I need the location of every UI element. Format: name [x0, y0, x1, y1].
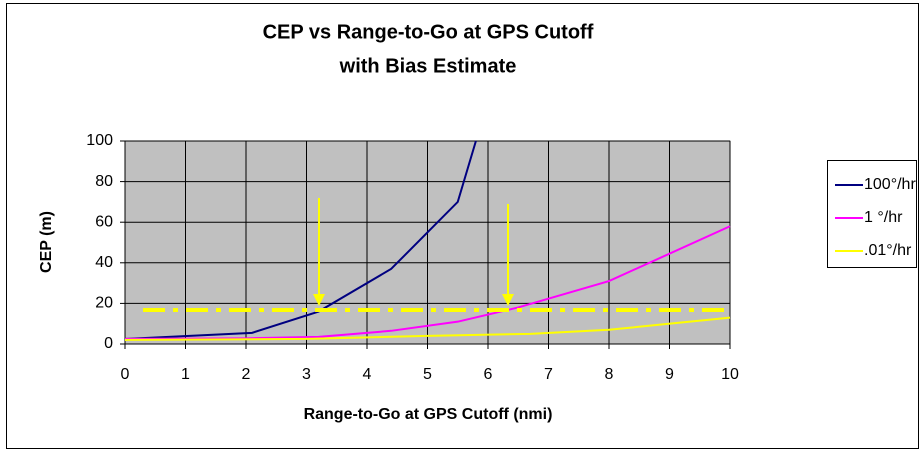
y-tick-label: 0	[104, 335, 113, 352]
x-tick-label: 1	[181, 366, 190, 383]
legend-label: 1 °/hr	[864, 209, 903, 226]
x-tick-label: 10	[721, 366, 739, 383]
y-tick-label: 40	[95, 254, 113, 271]
series-line	[124, 225, 731, 340]
series-line	[124, 140, 477, 340]
annotations	[143, 198, 728, 312]
x-tick-label: 2	[242, 366, 251, 383]
x-tick-label: 7	[544, 366, 553, 383]
chart-subtitle: with Bias Estimate	[339, 55, 517, 77]
y-tick-label: 100	[86, 132, 113, 149]
y-tick-label: 20	[95, 295, 113, 312]
x-tick-label: 4	[363, 366, 372, 383]
x-tick-label: 6	[484, 366, 493, 383]
series-line	[124, 316, 731, 341]
y-tick-label: 60	[95, 213, 113, 230]
legend-label: 100°/hr	[864, 176, 916, 193]
arrow-head	[502, 294, 514, 306]
x-tick-label: 8	[605, 366, 614, 383]
y-axis-title: CEP (m)	[38, 211, 55, 273]
x-tick-label: 0	[121, 366, 130, 383]
legend-label: .01°/hr	[864, 242, 912, 259]
chart-title: CEP vs Range-to-Go at GPS Cutoff	[263, 21, 594, 43]
x-tick-label: 5	[423, 366, 432, 383]
legend-box	[827, 160, 917, 268]
arrow-head	[313, 294, 325, 306]
x-tick-label: 9	[665, 366, 674, 383]
y-tick-label: 80	[95, 173, 113, 190]
x-tick-label: 3	[302, 366, 311, 383]
x-axis-title: Range-to-Go at GPS Cutoff (nmi)	[304, 406, 553, 423]
